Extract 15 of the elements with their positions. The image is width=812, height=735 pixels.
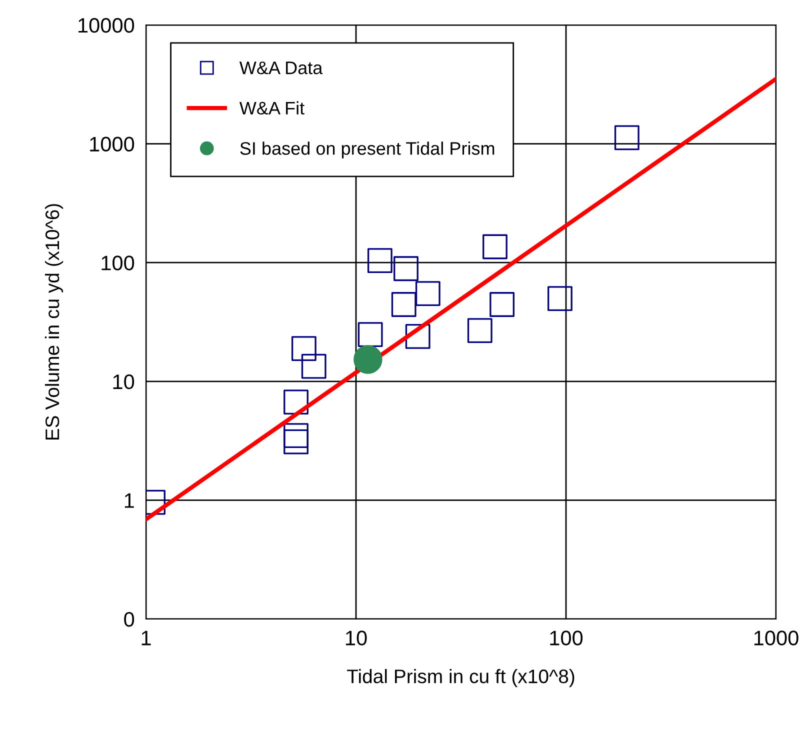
x-tick-label: 1: [142, 630, 151, 646]
y-tick-label: 10000: [78, 18, 134, 33]
x-axis-title: Tidal Prism in cu ft (x10^8): [347, 668, 574, 688]
legend-label: W&A Fit: [239, 101, 304, 115]
legend-label: W&A Data: [239, 62, 323, 74]
y-tick-label: 10: [113, 374, 134, 390]
y-tick-label: 0: [124, 612, 134, 627]
y-tick-label: 100: [102, 256, 134, 270]
x-tick-label: 100: [550, 630, 583, 646]
x-tick-label: 10: [346, 630, 367, 646]
y-tick-label: 1000: [90, 136, 134, 152]
legend-label: SI based on present Tidal Prism: [240, 142, 494, 158]
y-axis-title: ES Volume in cu yd (x10^6): [44, 204, 64, 440]
y-tick-label: 1: [124, 493, 134, 508]
x-tick-label: 1000: [754, 630, 798, 646]
